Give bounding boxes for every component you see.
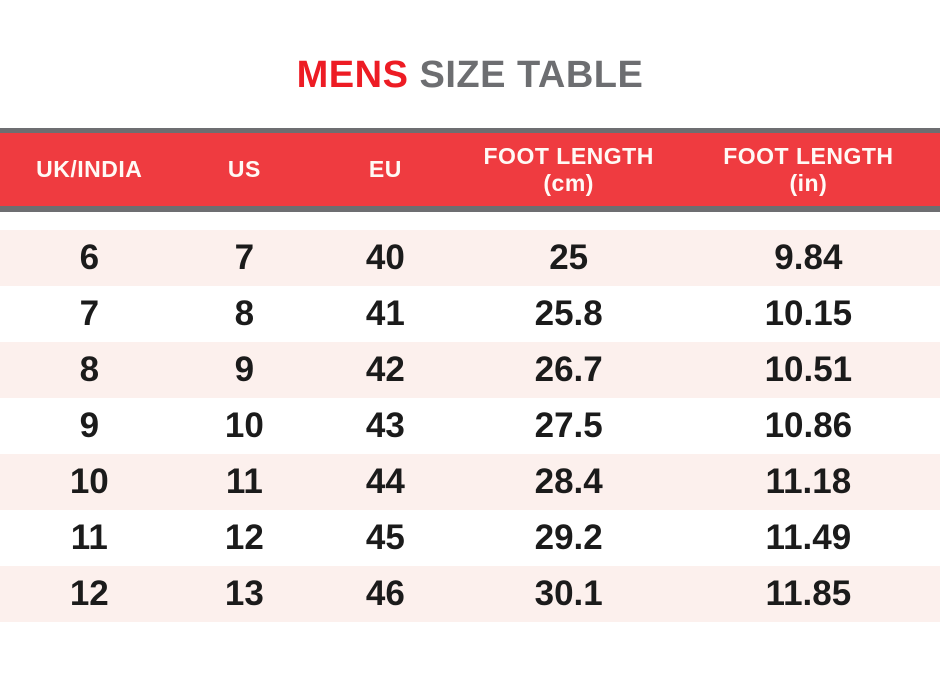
table-row: 8 9 42 26.7 10.51 bbox=[0, 342, 940, 398]
table-cell: 43 bbox=[365, 406, 405, 445]
header-cell-foot-length-cm: FOOT LENGTH (cm) bbox=[461, 143, 677, 196]
table-cell: 12 bbox=[224, 518, 264, 557]
table-cell: 8 bbox=[234, 294, 255, 333]
table-row: 7 8 41 25.8 10.15 bbox=[0, 286, 940, 342]
table-cell: 26.7 bbox=[534, 350, 603, 389]
page-title-size-table: SIZE TABLE bbox=[419, 54, 644, 96]
table-cell: 40 bbox=[365, 238, 405, 277]
table-cell: 25 bbox=[549, 238, 589, 277]
table-row: 6 7 40 25 9.84 bbox=[0, 230, 940, 286]
table-cell: 27.5 bbox=[534, 406, 603, 445]
table-cell: 30.1 bbox=[534, 574, 603, 613]
table-body: 6 7 40 25 9.84 7 8 41 25.8 10.15 8 9 42 … bbox=[0, 230, 940, 622]
table-cell: 25.8 bbox=[534, 294, 603, 333]
header-sublabel: (in) bbox=[789, 169, 828, 196]
table-cell: 10.86 bbox=[764, 406, 853, 445]
table-row: 11 12 45 29.2 11.49 bbox=[0, 510, 940, 566]
table-cell: 6 bbox=[79, 238, 100, 277]
table-cell: 8 bbox=[79, 350, 100, 389]
table-cell: 11 bbox=[225, 462, 263, 501]
table-cell: 10.51 bbox=[764, 350, 853, 389]
table-cell: 7 bbox=[234, 238, 255, 277]
table-cell: 11.49 bbox=[765, 518, 852, 557]
table-cell: 11.85 bbox=[765, 574, 852, 613]
table-row: 12 13 46 30.1 11.85 bbox=[0, 566, 940, 622]
table-cell: 11 bbox=[70, 518, 108, 557]
header-label: UK/INDIA bbox=[36, 156, 143, 183]
header-cell-foot-length-in: FOOT LENGTH (in) bbox=[677, 143, 940, 196]
table-row: 9 10 43 27.5 10.86 bbox=[0, 398, 940, 454]
table-cell: 10.15 bbox=[764, 294, 853, 333]
table-cell: 45 bbox=[365, 518, 405, 557]
page-title: MENS SIZE TABLE bbox=[0, 52, 940, 98]
table-cell: 7 bbox=[79, 294, 100, 333]
table-cell: 9.84 bbox=[774, 238, 843, 277]
header-sublabel: (cm) bbox=[543, 169, 594, 196]
table-cell: 46 bbox=[365, 574, 405, 613]
header-label: EU bbox=[368, 156, 402, 183]
table-cell: 12 bbox=[69, 574, 109, 613]
table-cell: 13 bbox=[224, 574, 264, 613]
header-label: FOOT LENGTH bbox=[723, 143, 894, 170]
table-cell: 29.2 bbox=[534, 518, 603, 557]
table-cell: 9 bbox=[79, 406, 100, 445]
header-cell-eu: EU bbox=[310, 156, 460, 182]
table-row: 10 11 44 28.4 11.18 bbox=[0, 454, 940, 510]
table-cell: 41 bbox=[365, 294, 405, 333]
header-label: US bbox=[227, 156, 261, 183]
table-cell: 11.18 bbox=[765, 462, 852, 501]
table-cell: 10 bbox=[224, 406, 264, 445]
table-cell: 10 bbox=[69, 462, 109, 501]
table-cell: 42 bbox=[365, 350, 405, 389]
page-title-mens: MENS bbox=[296, 54, 409, 96]
table-cell: 9 bbox=[234, 350, 255, 389]
header-cell-uk-india: UK/INDIA bbox=[0, 156, 179, 182]
table-cell: 28.4 bbox=[534, 462, 603, 501]
table-header-row: UK/INDIA US EU FOOT LENGTH (cm) FOOT LEN… bbox=[0, 128, 940, 212]
header-cell-us: US bbox=[179, 156, 311, 182]
table-cell: 44 bbox=[365, 462, 405, 501]
header-label: FOOT LENGTH bbox=[483, 143, 654, 170]
